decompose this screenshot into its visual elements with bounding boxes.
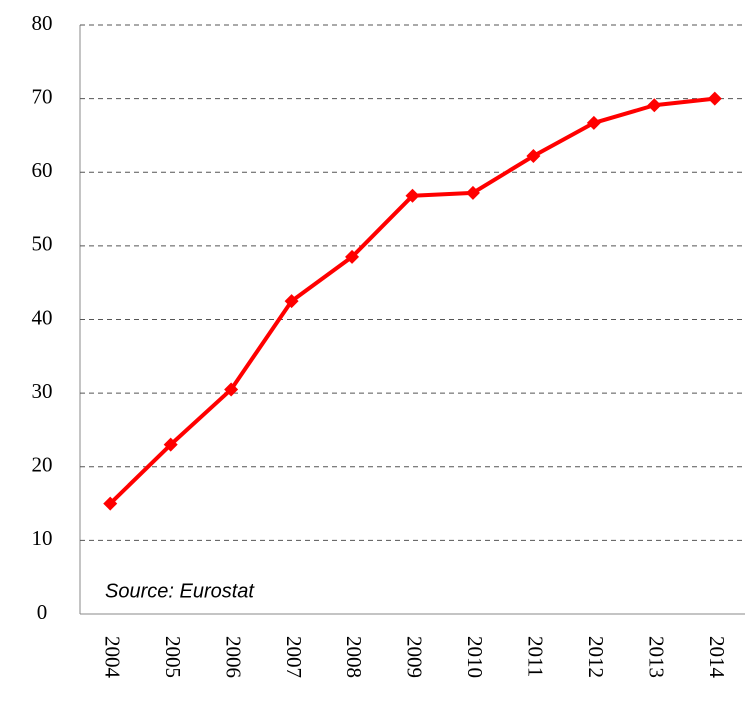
marker: [465, 185, 480, 200]
marker: [707, 91, 722, 106]
x-tick-label: 2010: [463, 636, 487, 678]
y-tick-label: 40: [32, 305, 53, 329]
x-tick-label: 2008: [342, 636, 366, 678]
x-tick-label: 2011: [524, 636, 548, 677]
y-tick-label: 80: [32, 11, 53, 35]
marker: [405, 188, 420, 203]
marker: [647, 98, 662, 113]
marker: [284, 294, 299, 309]
x-tick-label: 2014: [705, 636, 729, 679]
marker: [345, 249, 360, 264]
y-tick-label: 70: [32, 84, 53, 108]
y-tick-label: 60: [32, 158, 53, 182]
x-tick-label: 2005: [161, 636, 185, 678]
marker: [586, 115, 601, 130]
marker: [224, 382, 239, 397]
x-tick-label: 2009: [403, 636, 427, 678]
marker: [163, 437, 178, 452]
x-tick-label: 2013: [645, 636, 669, 678]
line: [108, 96, 715, 505]
y-tick-label: 0: [37, 600, 48, 624]
y-tick-label: 20: [32, 453, 53, 477]
x-tick-label: 2006: [221, 636, 245, 678]
x-tick-label: 2012: [584, 636, 608, 678]
y-tick-label: 50: [32, 232, 53, 256]
source-note: Source: Eurostat: [105, 580, 255, 602]
marker: [103, 496, 118, 511]
y-tick-label: 30: [32, 379, 53, 403]
x-tick-label: 2007: [282, 636, 306, 678]
x-tick-label: 2004: [100, 636, 124, 679]
marker: [526, 149, 541, 164]
y-tick-label: 10: [32, 526, 53, 550]
